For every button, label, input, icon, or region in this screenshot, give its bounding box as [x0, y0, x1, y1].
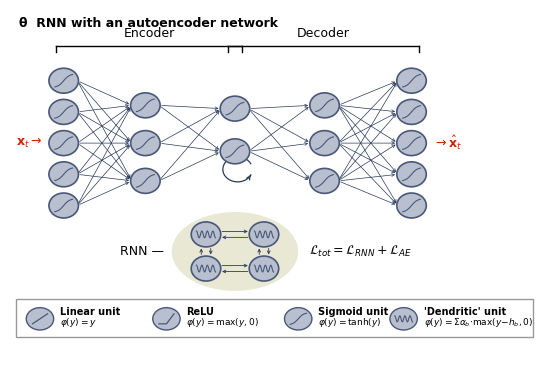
Text: $\varphi(y) = y$: $\varphi(y) = y$	[60, 316, 97, 329]
Text: Sigmoid unit: Sigmoid unit	[318, 307, 389, 317]
Ellipse shape	[49, 68, 79, 93]
Ellipse shape	[49, 131, 79, 156]
Text: $\varphi(y) = \Sigma\alpha_b{\cdot}\max(y{-}h_b, 0)$: $\varphi(y) = \Sigma\alpha_b{\cdot}\max(…	[424, 316, 533, 329]
Ellipse shape	[131, 131, 160, 156]
Ellipse shape	[220, 139, 250, 164]
Text: 'Dendritic' unit: 'Dendritic' unit	[424, 307, 506, 317]
Text: $\mathbf{x}_t\rightarrow$: $\mathbf{x}_t\rightarrow$	[16, 136, 43, 150]
Text: ReLU: ReLU	[187, 307, 214, 317]
Ellipse shape	[397, 99, 426, 124]
Text: $\varphi(y) = \max(y, 0)$: $\varphi(y) = \max(y, 0)$	[187, 316, 259, 329]
Text: $\mathcal{L}_{tot} = \mathcal{L}_{RNN} + \mathcal{L}_{AE}$: $\mathcal{L}_{tot} = \mathcal{L}_{RNN} +…	[309, 244, 411, 259]
Text: $\varphi(y) = \tanh(y)$: $\varphi(y) = \tanh(y)$	[318, 316, 382, 329]
Ellipse shape	[153, 308, 180, 330]
Ellipse shape	[49, 193, 79, 218]
Ellipse shape	[191, 222, 221, 247]
Ellipse shape	[390, 308, 417, 330]
Ellipse shape	[249, 222, 279, 247]
Ellipse shape	[191, 256, 221, 281]
Text: Decoder: Decoder	[297, 27, 350, 40]
Ellipse shape	[397, 193, 426, 218]
Text: RNN —: RNN —	[120, 245, 164, 258]
Ellipse shape	[26, 308, 54, 330]
Ellipse shape	[397, 131, 426, 156]
Text: θ  RNN with an autoencoder network: θ RNN with an autoencoder network	[19, 17, 278, 30]
Ellipse shape	[220, 96, 250, 121]
Text: $\rightarrow\hat{\mathbf{x}}_t$: $\rightarrow\hat{\mathbf{x}}_t$	[433, 134, 462, 152]
FancyBboxPatch shape	[16, 299, 533, 337]
Ellipse shape	[310, 169, 339, 194]
Text: Linear unit: Linear unit	[60, 307, 120, 317]
Ellipse shape	[131, 169, 160, 194]
Ellipse shape	[249, 256, 279, 281]
Ellipse shape	[397, 162, 426, 187]
Text: Encoder: Encoder	[124, 27, 175, 40]
Ellipse shape	[284, 308, 312, 330]
Ellipse shape	[49, 99, 79, 124]
Ellipse shape	[397, 68, 426, 93]
Ellipse shape	[310, 93, 339, 118]
Ellipse shape	[310, 131, 339, 156]
Ellipse shape	[172, 212, 298, 291]
Ellipse shape	[49, 162, 79, 187]
Ellipse shape	[131, 93, 160, 118]
